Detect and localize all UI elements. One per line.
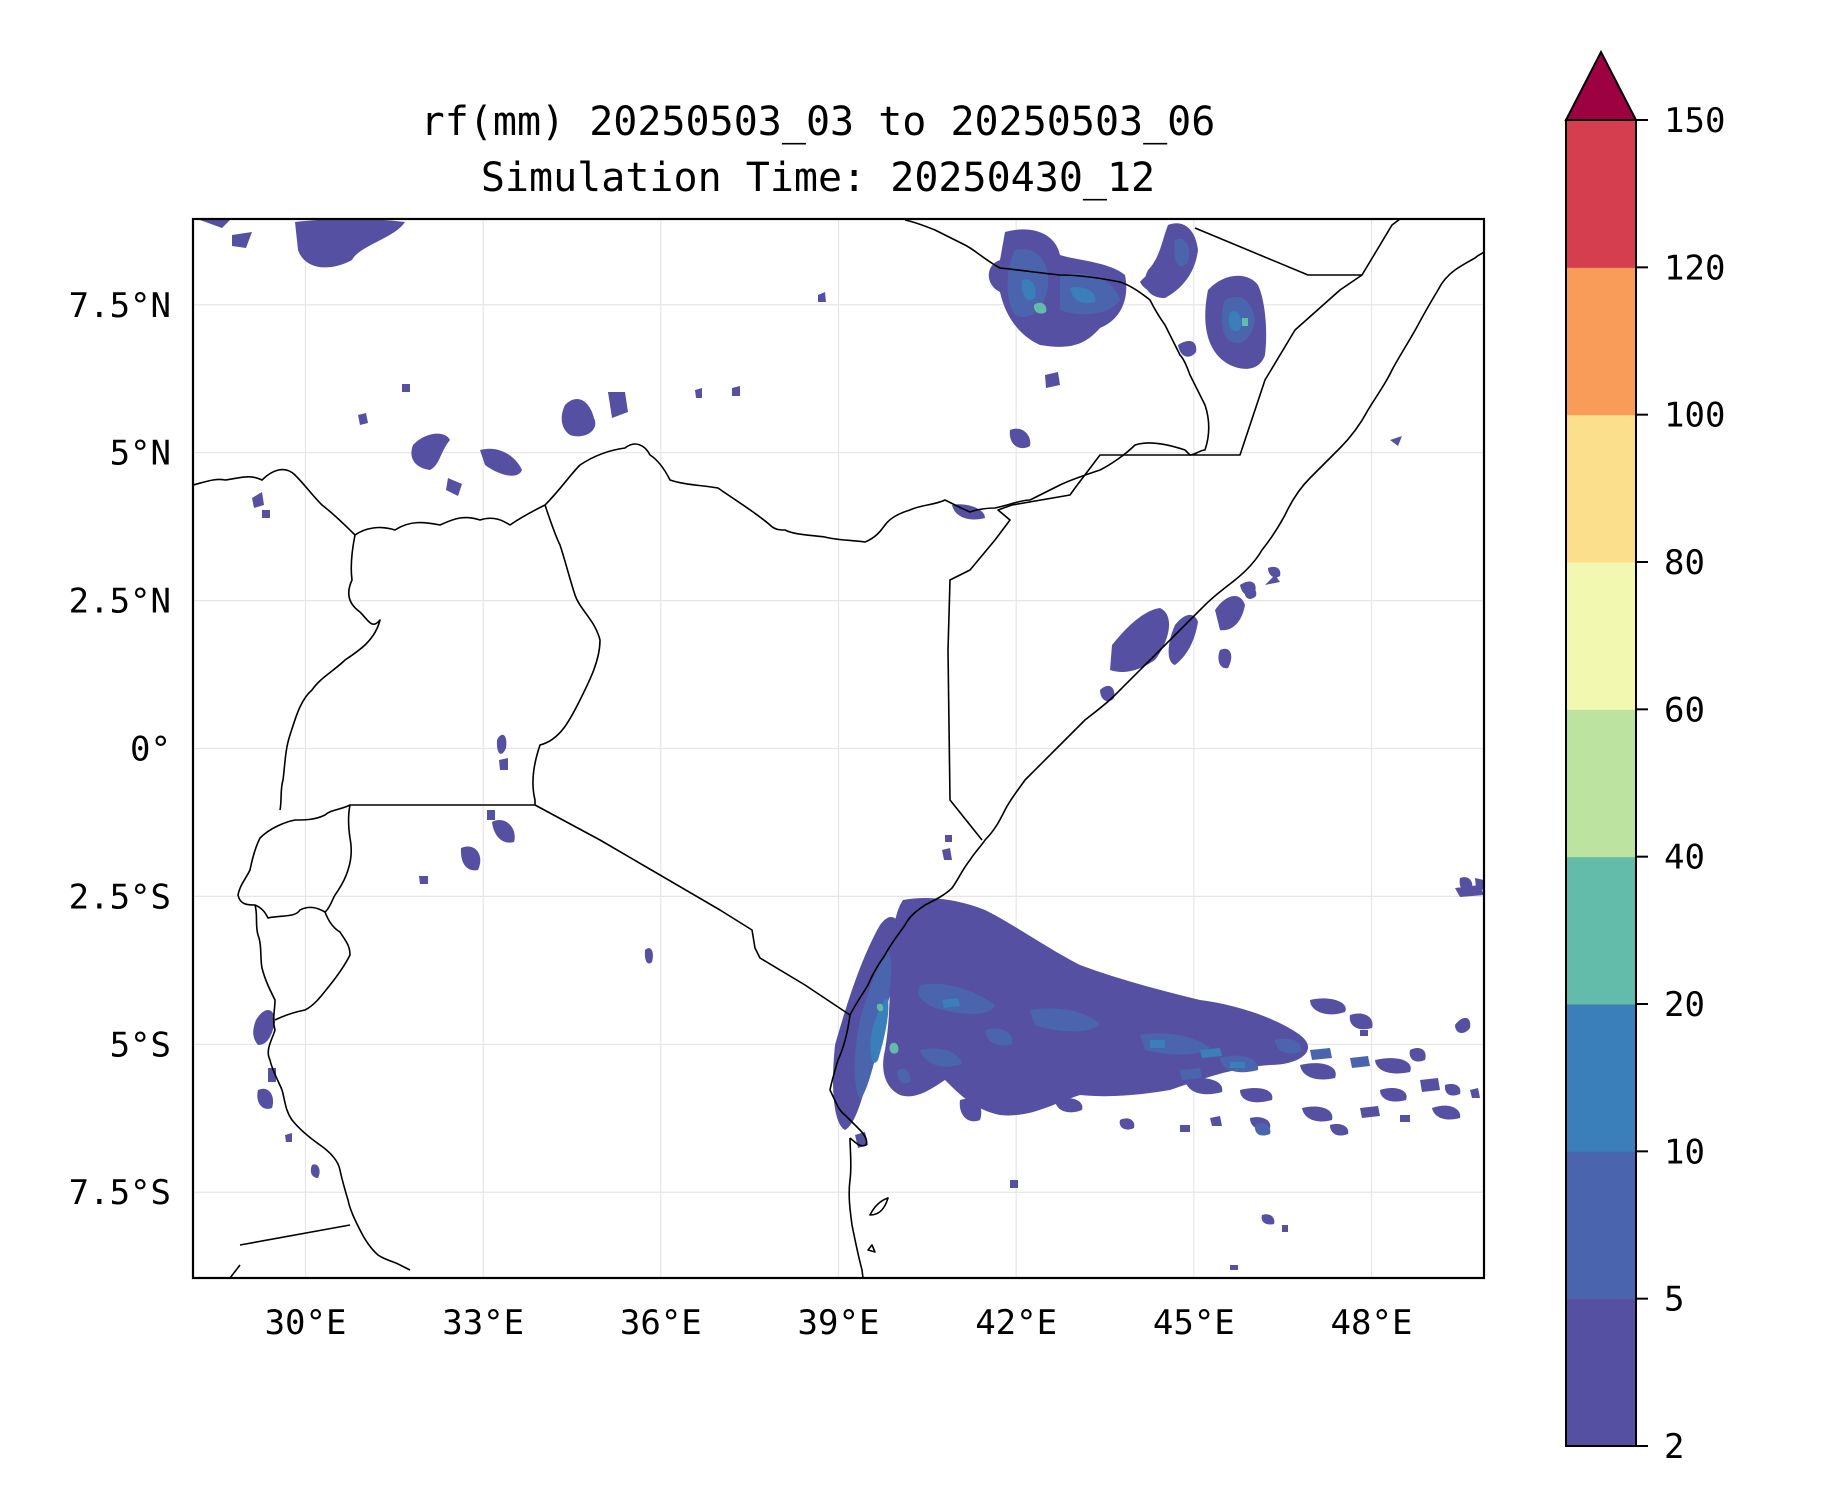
colorbar-tick-label: 40 [1664,838,1705,878]
longitude-tick-label: 48°E [1331,1303,1413,1343]
colorbar-tick-label: 60 [1664,690,1705,730]
country-borders [193,219,1484,1278]
colorbar-bin [1566,267,1636,416]
colorbar-bin [1566,414,1636,563]
map-title-line-2: Simulation Time: 20250430_12 [481,155,1155,201]
rainfall-field [193,219,1484,1278]
map-title-line-1: rf(mm) 20250503_03 to 20250503_06 [421,99,1216,145]
colorbar-tick-label: 80 [1664,543,1705,583]
latitude-tick-label: 2.5°S [69,877,171,917]
longitude-tick-label: 36°E [620,1303,702,1343]
longitude-tick-label: 39°E [798,1303,880,1343]
colorbar-extend-max [1564,49,1638,121]
map-frame [191,217,1486,1280]
colorbar-bin [1566,562,1636,710]
colorbar-tick-label: 2 [1664,1427,1684,1467]
latitude-tick-label: 2.5°N [69,582,171,622]
colorbar-tick-label: 20 [1664,985,1705,1025]
colorbar-tick-label: 100 [1664,396,1725,436]
latitude-tick-labels: 7.5°N 5°N 2.5°N 0° 2.5°S 5°S 7.5°S [69,286,171,1213]
colorbar: 2 5 10 20 40 60 80 100 120 150 [1564,49,1725,1467]
colorbar-bin [1566,1151,1636,1300]
latitude-tick-label: 0° [130,730,171,770]
colorbar-bin [1566,120,1636,268]
colorbar-bin [1566,856,1636,1005]
latitude-tick-label: 5°S [110,1025,171,1065]
colorbar-bin [1566,709,1636,858]
longitude-tick-label: 33°E [442,1303,524,1343]
colorbar-tick-label: 10 [1664,1132,1705,1172]
colorbar-bin [1566,1298,1636,1447]
longitude-tick-label: 30°E [265,1303,347,1343]
colorbar-bin [1566,1004,1636,1152]
longitude-tick-label: 42°E [975,1303,1057,1343]
rain-class-20-40 [876,302,1248,1054]
map-panel: 30°E 33°E 36°E 39°E 42°E 45°E 48°E 7.5°N 5°N 2.5… [69,217,1486,1343]
latitude-tick-label: 5°N [110,434,171,474]
colorbar-tick-label: 120 [1664,248,1725,288]
longitude-tick-label: 45°E [1153,1303,1235,1343]
colorbar-outline [1565,119,1637,1447]
rain-class-10-20 [870,279,1245,1068]
longitude-tick-labels: 30°E 33°E 36°E 39°E 42°E 45°E 48°E [265,1303,1413,1343]
colorbar-tick-label: 5 [1664,1280,1684,1320]
latitude-tick-label: 7.5°S [69,1173,171,1213]
latitude-tick-label: 7.5°N [69,286,171,326]
rain-class-5-10 [854,239,1370,1136]
colorbar-tick-label: 150 [1664,101,1725,141]
